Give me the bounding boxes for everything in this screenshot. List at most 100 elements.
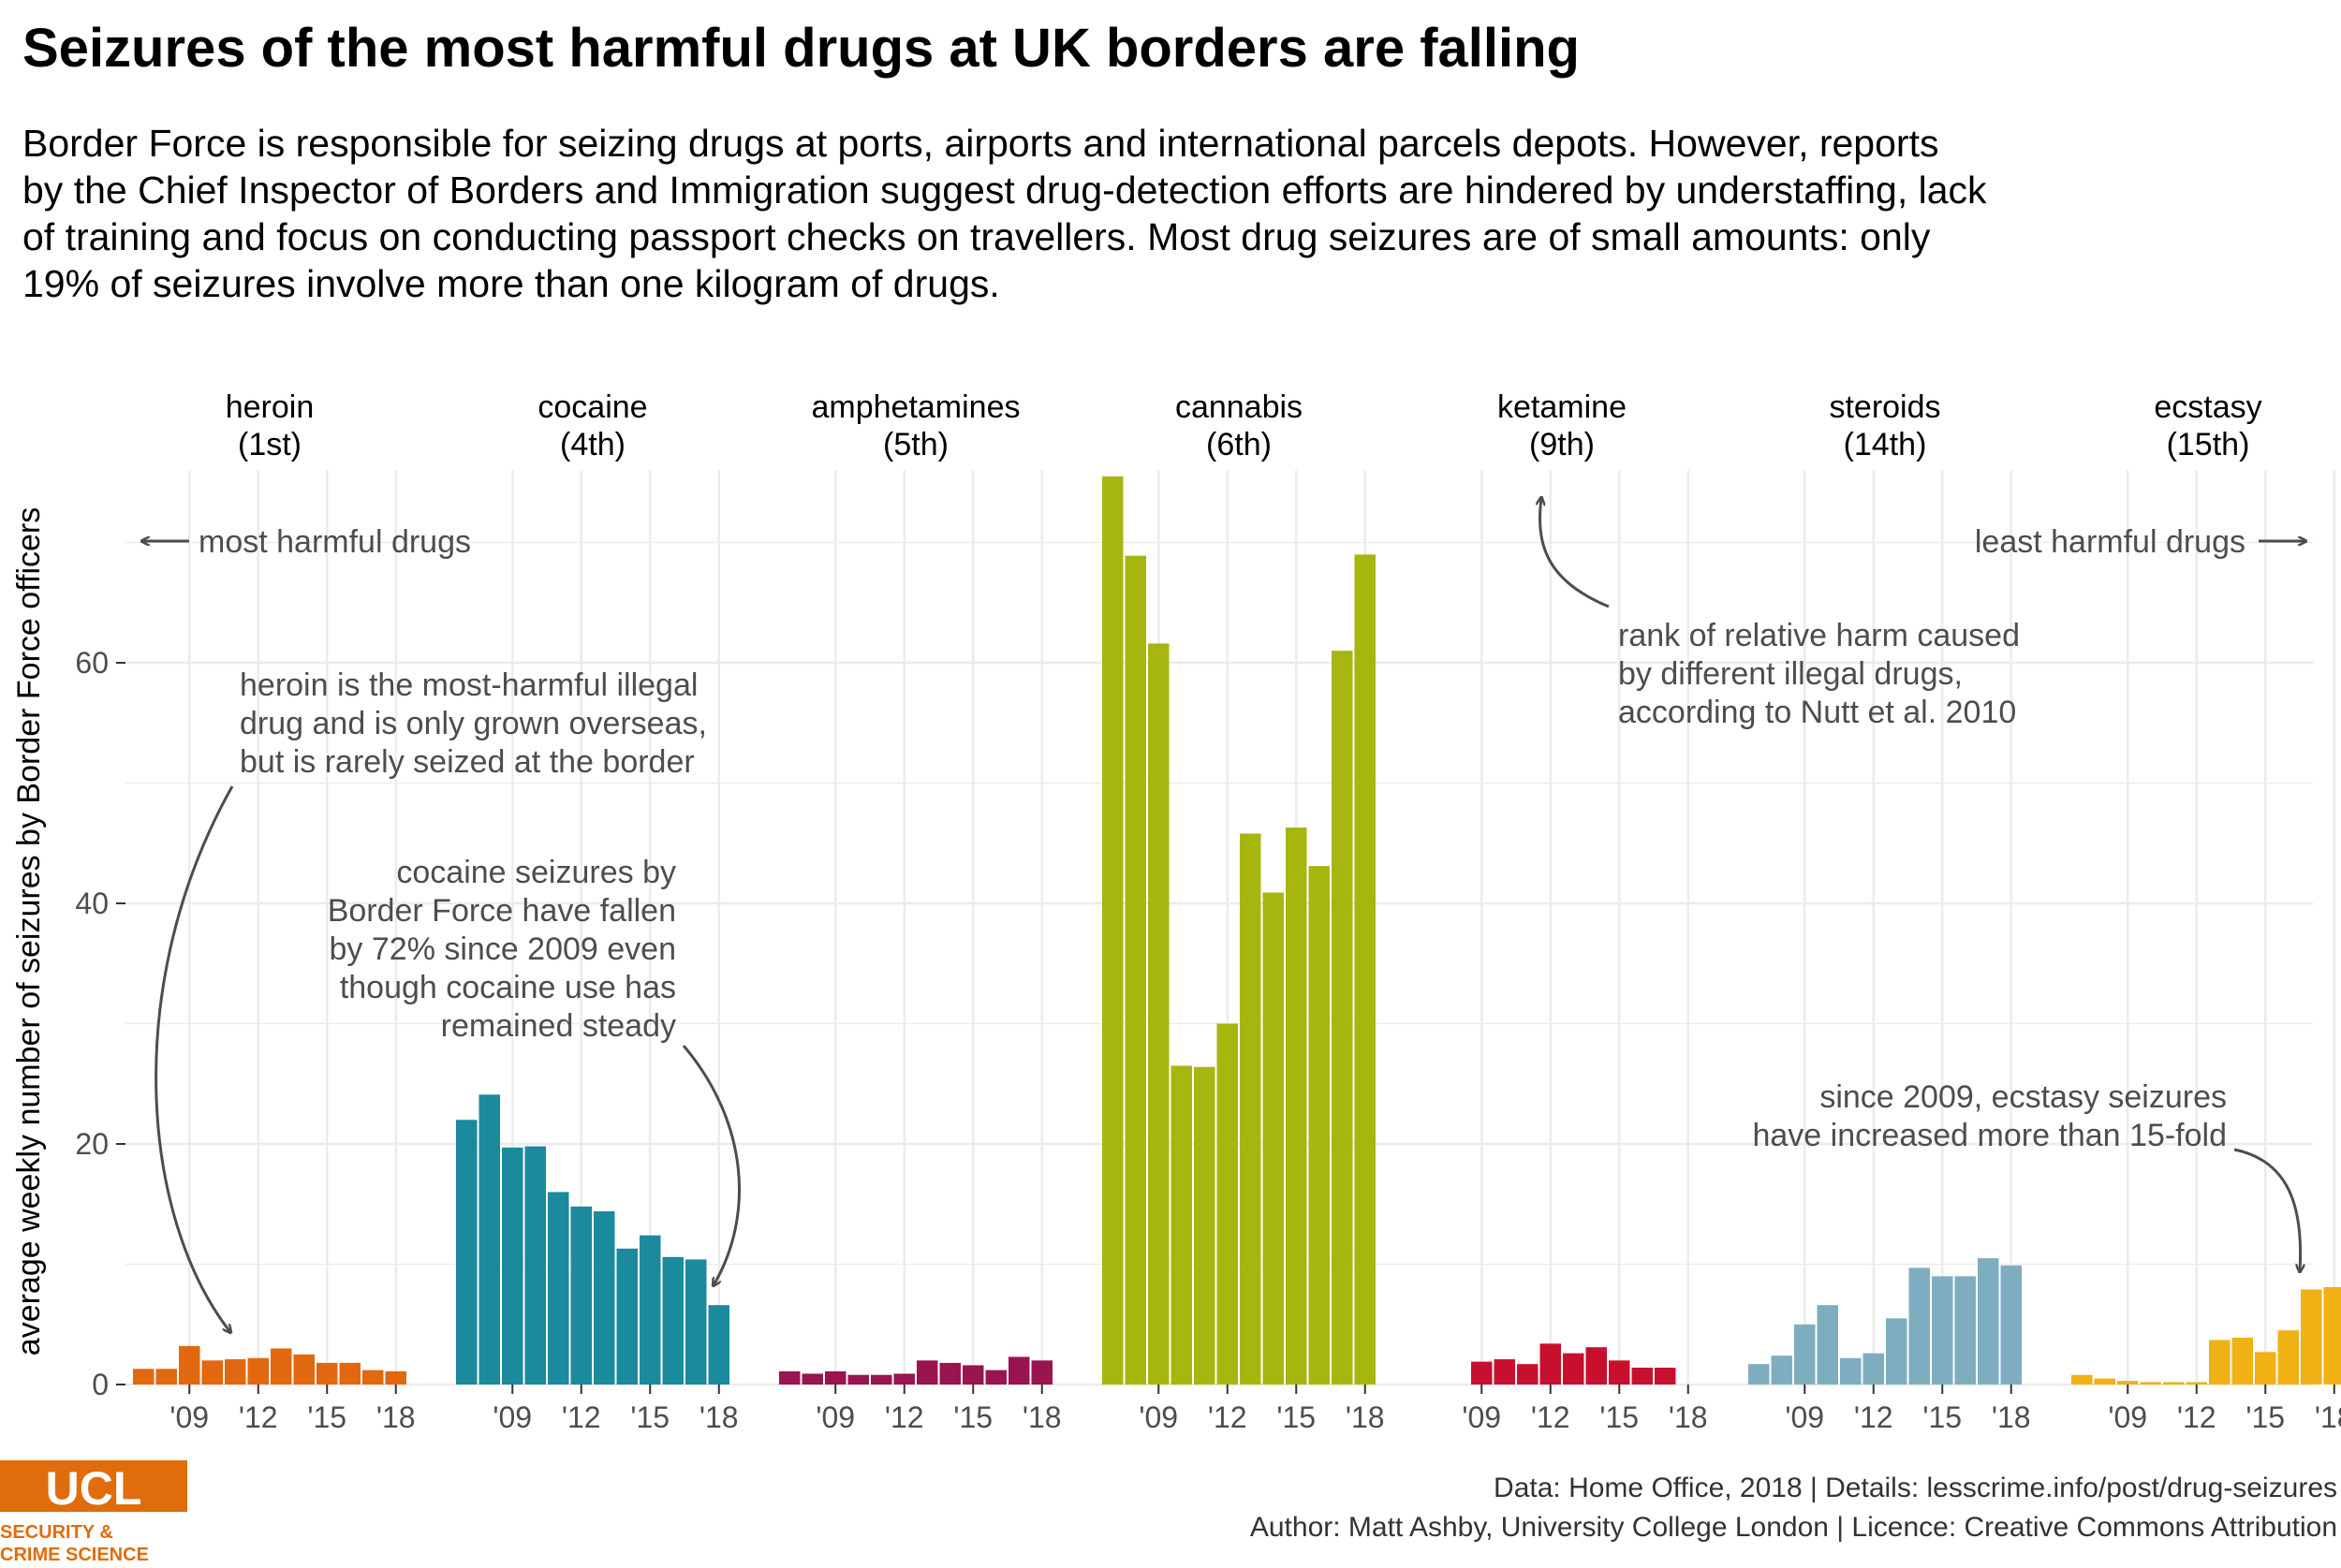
y-tick-label: 20 [75, 1127, 109, 1161]
bar-cocaine [571, 1207, 593, 1385]
bar-steroids [1748, 1364, 1770, 1385]
rank-note-line: rank of relative harm caused [1618, 618, 2020, 653]
heroin-note-line: heroin is the most-harmful illegal [240, 667, 698, 703]
x-tick-label: '09 [169, 1400, 209, 1434]
rank-note-line: by different illegal drugs, [1618, 656, 1963, 692]
bar-steroids [1955, 1276, 1977, 1385]
bar-cannabis [1126, 556, 1147, 1385]
bar-cannabis [1171, 1065, 1193, 1385]
ecstasy-arrow-icon [2234, 1150, 2301, 1271]
bar-steroids [1886, 1318, 1907, 1385]
bar-heroin [362, 1370, 384, 1385]
bar-ecstasy [2117, 1381, 2139, 1385]
bar-steroids [1909, 1268, 1931, 1385]
panel-rank-label: (1st) [238, 427, 302, 462]
panel-drug-label: heroin [226, 389, 315, 425]
panel-rank-label: (5th) [883, 427, 949, 462]
y-tick-label: 60 [75, 646, 109, 680]
most-harmful-label: most harmful drugs [199, 524, 471, 560]
x-tick-label: '09 [1139, 1400, 1178, 1434]
x-tick-label: '15 [1599, 1400, 1639, 1434]
x-tick-label: '18 [376, 1400, 416, 1434]
bar-heroin [133, 1369, 155, 1385]
logo-wordmark: UCL [46, 1462, 142, 1515]
bar-cannabis [1286, 828, 1307, 1385]
bar-ecstasy [2324, 1287, 2341, 1385]
bar-amphetamines [848, 1375, 870, 1385]
bar-steroids [2001, 1266, 2023, 1385]
cocaine-arrow-icon [684, 1046, 740, 1285]
bar-ketamine [1586, 1347, 1608, 1385]
x-tick-label: '18 [699, 1400, 739, 1434]
bar-cannabis [1217, 1024, 1239, 1385]
bar-amphetamines [825, 1371, 847, 1385]
bar-cocaine [502, 1148, 523, 1385]
bar-heroin [179, 1346, 200, 1385]
x-tick-label: '15 [1922, 1400, 1962, 1434]
x-tick-label: '15 [953, 1400, 993, 1434]
bar-heroin [386, 1371, 407, 1385]
bar-heroin [294, 1355, 316, 1385]
x-tick-label: '15 [307, 1400, 346, 1434]
bar-ecstasy [2095, 1379, 2116, 1385]
panel-labels: heroin(1st)cocaine(4th)amphetamines(5th)… [226, 389, 2262, 462]
x-tick-label: '15 [1276, 1400, 1316, 1434]
bar-amphetamines [1009, 1356, 1030, 1385]
rank-annotation: rank of relative harm caused by differen… [1618, 618, 2020, 730]
bar-amphetamines [894, 1373, 916, 1385]
x-tick-label: '12 [562, 1400, 601, 1434]
panel-drug-label: steroids [1829, 389, 1940, 425]
bar-steroids [1863, 1354, 1885, 1385]
bar-ketamine [1655, 1368, 1676, 1385]
panel-rank-label: (4th) [560, 427, 626, 462]
bar-steroids [1772, 1356, 1793, 1385]
cocaine-note-line: cocaine seizures by [396, 855, 676, 890]
bar-cocaine [548, 1192, 569, 1385]
bar-amphetamines [917, 1360, 938, 1385]
ucl-logo: UCL SECURITY & CRIME SCIENCE [0, 1456, 187, 1568]
rank-note-line: according to Nutt et al. 2010 [1618, 695, 2016, 730]
bar-steroids [1932, 1276, 1953, 1385]
bar-cocaine [594, 1211, 615, 1385]
bar-ecstasy [2071, 1375, 2093, 1385]
x-tick-label: '12 [239, 1400, 278, 1434]
bar-amphetamines [1032, 1360, 1053, 1385]
panel-rank-label: (14th) [1844, 427, 1927, 462]
x-tick-label: '15 [630, 1400, 670, 1434]
bar-steroids [1978, 1258, 1999, 1385]
bar-cocaine [479, 1094, 501, 1385]
x-tick-label: '18 [1023, 1400, 1062, 1434]
bar-cocaine [525, 1147, 547, 1385]
bar-ketamine [1609, 1360, 1630, 1385]
least-harmful-label: least harmful drugs [1975, 524, 2245, 560]
author-credit: Author: Matt Ashby, University College L… [1250, 1512, 2337, 1544]
bar-cocaine [685, 1259, 707, 1385]
x-tick-label: '12 [1208, 1400, 1247, 1434]
x-tick-label: '12 [1854, 1400, 1893, 1434]
x-tick-label: '12 [2177, 1400, 2216, 1434]
ecstasy-note-line: since 2009, ecstasy seizures [1819, 1079, 2227, 1115]
panel-drug-label: cocaine [537, 389, 647, 425]
bar-ketamine [1632, 1368, 1654, 1385]
panel-rank-label: (6th) [1206, 427, 1272, 462]
bar-ketamine [1494, 1359, 1516, 1385]
bar-cannabis [1332, 651, 1353, 1385]
bar-cannabis [1309, 866, 1331, 1385]
bar-ketamine [1517, 1364, 1539, 1385]
cocaine-annotation: cocaine seizures by Border Force have fa… [328, 855, 676, 1044]
bar-cannabis [1102, 476, 1124, 1385]
x-tick-label: '12 [1531, 1400, 1570, 1434]
bar-amphetamines [871, 1375, 892, 1385]
bar-ketamine [1540, 1343, 1562, 1385]
cocaine-note-line: by 72% since 2009 even [330, 931, 676, 967]
x-tick-label: '15 [2245, 1400, 2285, 1434]
x-tick-label: '12 [885, 1400, 924, 1434]
bar-amphetamines [963, 1365, 984, 1385]
bar-ecstasy [2209, 1340, 2231, 1385]
bar-cannabis [1240, 833, 1261, 1385]
cocaine-note-line: Border Force have fallen [328, 893, 676, 929]
bars [133, 476, 2341, 1385]
panel-drug-label: ecstasy [2154, 389, 2261, 425]
bar-steroids [1840, 1358, 1862, 1385]
y-axis-label: average weekly number of seizures by Bor… [11, 507, 47, 1356]
